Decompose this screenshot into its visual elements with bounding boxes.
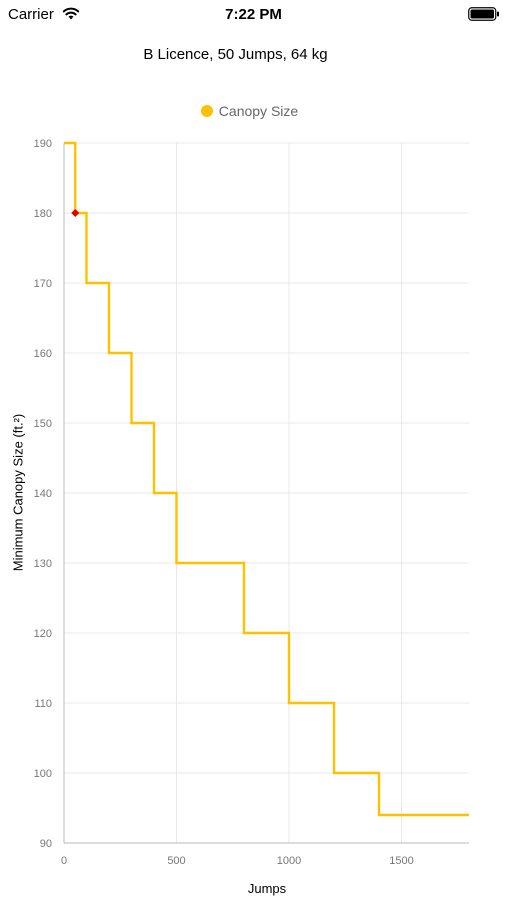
- y-tick-label: 120: [34, 628, 52, 640]
- y-tick-label: 140: [34, 488, 52, 500]
- chart-legend: Canopy Size: [0, 101, 507, 121]
- y-tick-label: 100: [34, 768, 52, 780]
- status-time: 7:22 PM: [225, 6, 282, 23]
- highlight-point: [71, 209, 80, 217]
- carrier-label: Carrier: [8, 6, 54, 23]
- x-tick-label: 1000: [277, 855, 301, 867]
- y-tick-label: 170: [34, 278, 52, 290]
- y-tick-label: 190: [34, 138, 52, 150]
- y-tick-label: 130: [34, 558, 52, 570]
- y-tick-label: 90: [40, 838, 52, 850]
- legend-label: Canopy Size: [218, 103, 299, 119]
- wifi-icon: [62, 7, 80, 20]
- y-tick-label: 110: [34, 698, 52, 710]
- status-bar: Carrier 7:22 PM: [0, 0, 507, 28]
- y-tick-label: 150: [34, 418, 52, 430]
- x-tick-label: 500: [167, 855, 185, 867]
- x-tick-label: 0: [61, 855, 67, 867]
- series-line-canopy-size: [64, 141, 469, 817]
- y-axis-title: Minimum Canopy Size (ft.²): [10, 413, 26, 572]
- y-tick-label: 160: [34, 348, 52, 360]
- chart-title: B Licence, 50 Jumps, 64 kg: [143, 46, 328, 63]
- y-tick-label: 180: [34, 208, 52, 220]
- x-axis-title: Jumps: [247, 881, 287, 896]
- legend-swatch: [200, 105, 213, 117]
- x-tick-label: 1500: [389, 855, 413, 867]
- battery-icon: [468, 7, 499, 21]
